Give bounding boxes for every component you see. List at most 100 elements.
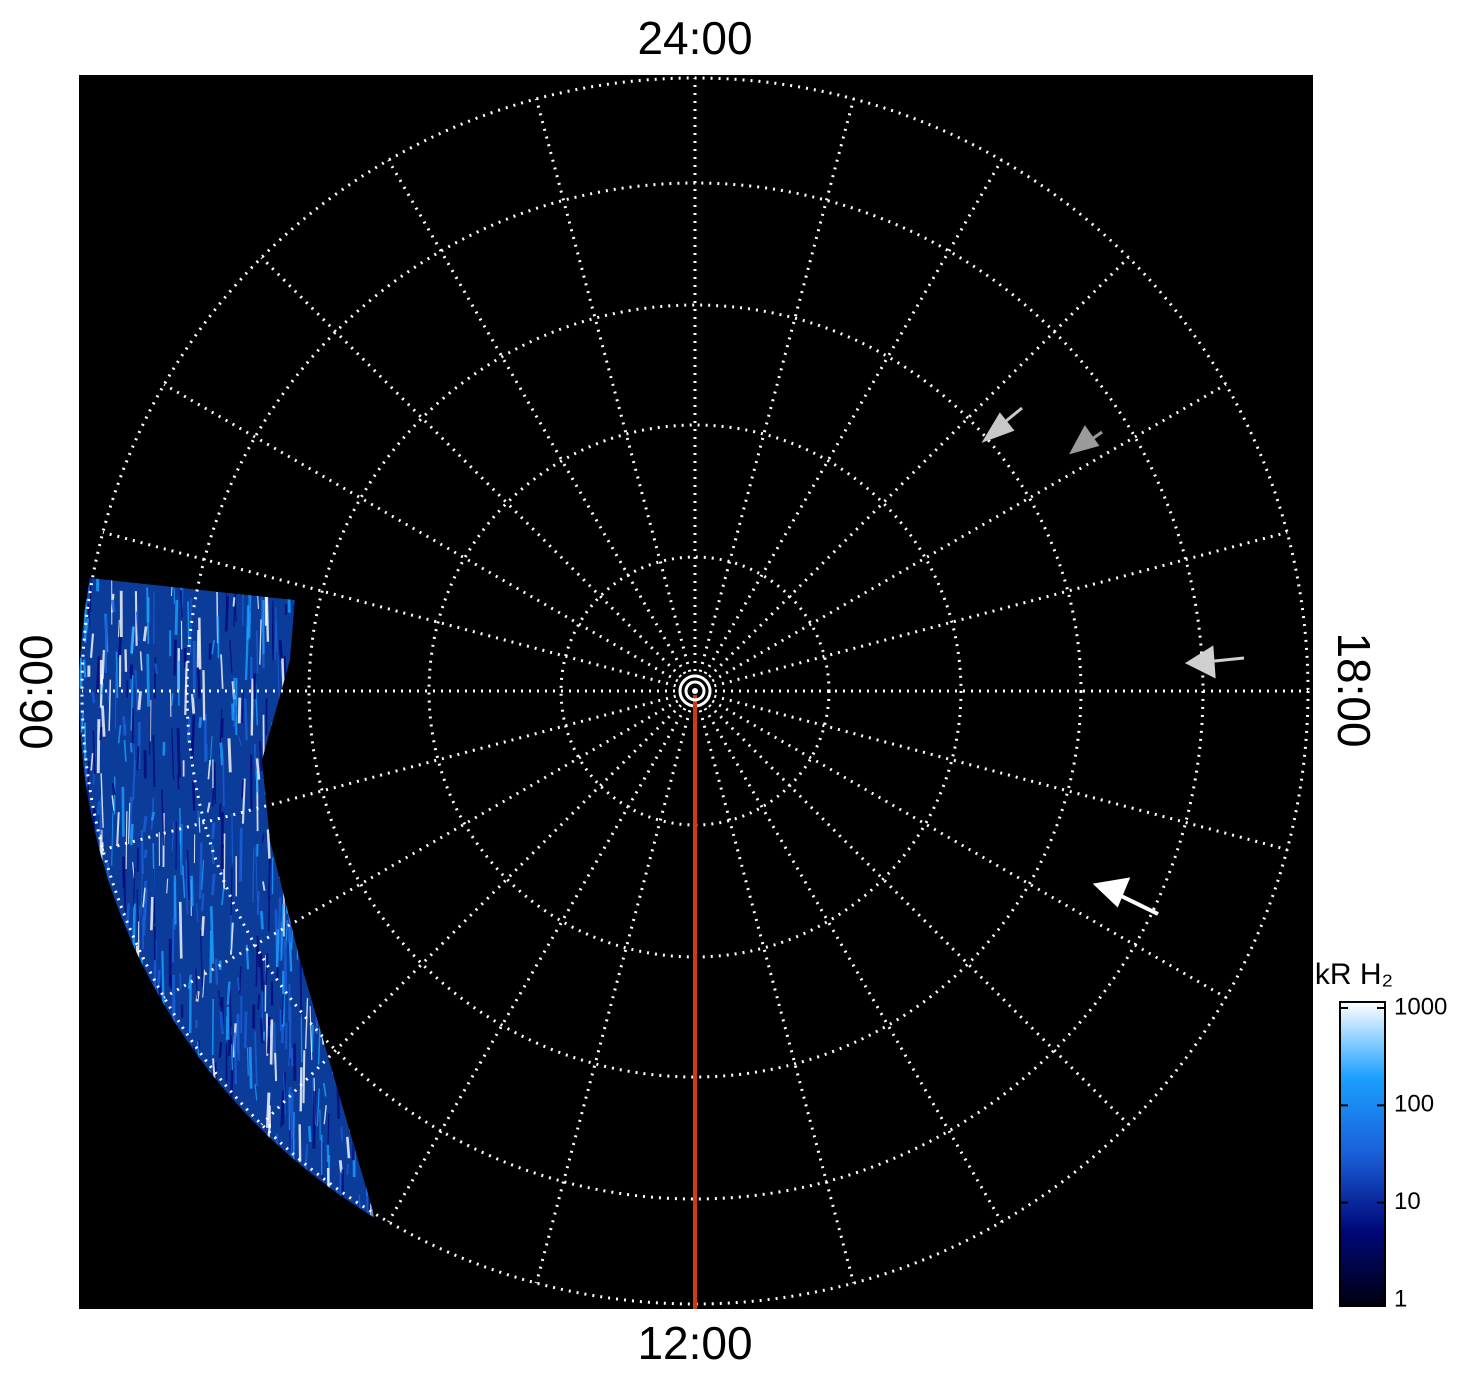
emission-streak: [226, 981, 231, 1005]
emission-streak: [250, 678, 254, 736]
emission-streak: [255, 846, 258, 902]
emission-streak: [198, 842, 203, 900]
emission-streak: [142, 887, 146, 908]
emission-streak: [115, 651, 119, 699]
emission-streak: [234, 603, 237, 623]
emission-streak: [161, 789, 165, 846]
emission-streak: [209, 931, 213, 984]
emission-streak: [211, 998, 214, 1056]
emission-streak: [260, 910, 264, 930]
emission-streak: [229, 922, 234, 955]
emission-streak: [338, 1160, 343, 1174]
colorbar-tick-label: 1: [1394, 1285, 1407, 1312]
colorbar-label: kR H₂: [1315, 958, 1393, 991]
emission-streak: [180, 823, 184, 874]
emission-streak: [198, 617, 202, 670]
colorbar-ticks: 1 10 100 1000: [1340, 993, 1447, 1312]
emission-streak: [130, 675, 134, 731]
emission-streak: [92, 730, 96, 775]
emission-streak: [256, 935, 260, 968]
emission-streak: [322, 1082, 327, 1097]
emission-streak: [171, 822, 175, 852]
emission-streak: [238, 736, 242, 746]
emission-streak: [230, 1044, 234, 1071]
meridian: [711, 383, 1227, 683]
emission-streak: [302, 1050, 306, 1104]
emission-streak: [136, 746, 140, 771]
meridian: [102, 530, 677, 688]
emission-streak: [186, 718, 191, 743]
emission-streak: [154, 663, 159, 675]
emission-streak: [210, 842, 215, 864]
pole-dot: [692, 688, 698, 694]
emission-streak: [140, 863, 144, 916]
emission-streak: [142, 626, 148, 642]
emission-streak: [202, 670, 206, 721]
emission-streak: [239, 828, 243, 882]
emission-streak: [179, 807, 182, 844]
emission-streak: [221, 887, 225, 906]
emission-streak: [174, 599, 179, 635]
emission-streak: [176, 728, 181, 778]
emission-streak: [309, 1006, 313, 1061]
emission-streak: [243, 1011, 248, 1048]
emission-streak: [129, 823, 134, 846]
emission-streak: [299, 961, 303, 1018]
meridian: [387, 159, 687, 675]
emission-streak: [316, 1088, 320, 1127]
emission-streak: [211, 639, 215, 655]
emission-streak: [129, 664, 134, 680]
emission-streak: [254, 1031, 258, 1087]
meridian: [163, 699, 679, 999]
emission-streak: [139, 651, 143, 671]
emission-streak: [280, 1091, 284, 1128]
emission-streak: [227, 738, 232, 773]
emission-streak: [198, 716, 203, 728]
emission-streak: [152, 868, 156, 925]
emission-streak: [142, 816, 148, 832]
emission-streak: [198, 817, 201, 833]
emission-streak: [210, 873, 216, 896]
emission-streak: [280, 903, 284, 961]
emission-streak: [218, 990, 221, 1008]
emission-streak: [190, 715, 196, 760]
emission-streak: [173, 639, 177, 676]
emission-streak: [166, 878, 169, 894]
emission-streak: [202, 969, 206, 998]
emission-streak: [304, 1144, 309, 1171]
emission-streak: [275, 606, 278, 653]
emission-streak: [200, 893, 205, 912]
emission-streak: [125, 811, 128, 870]
emission-streak: [181, 865, 186, 898]
emission-streak: [340, 1126, 344, 1141]
emission-streak: [150, 896, 154, 931]
emission-streak: [230, 867, 233, 916]
emission-streak: [267, 895, 271, 932]
emission-streak: [87, 578, 92, 604]
emission-streak: [190, 598, 192, 654]
emission-streak: [241, 778, 246, 824]
emission-streak: [100, 773, 104, 828]
direction-label: 12:00: [637, 1317, 752, 1369]
emission-streak: [143, 889, 148, 920]
direction-label: 18:00: [1328, 632, 1380, 747]
emission-streak: [99, 796, 103, 835]
emission-streak: [173, 875, 177, 925]
emission-streak: [123, 740, 127, 762]
emission-streak: [200, 860, 205, 890]
emission-streak: [259, 619, 262, 665]
emission-streak: [128, 802, 131, 844]
emission-streak: [299, 1067, 303, 1112]
emission-streak: [252, 848, 255, 904]
emission-streak: [206, 802, 211, 813]
emission-streak: [108, 679, 112, 731]
meridian: [708, 256, 1130, 678]
arrow: [1092, 877, 1159, 916]
emission-streak: [121, 786, 125, 837]
meridian: [260, 704, 682, 1126]
emission-streak: [256, 630, 259, 674]
arrow: [1068, 425, 1103, 455]
arrows: [981, 406, 1245, 916]
emission-streak: [85, 618, 90, 634]
emission-streak: [365, 1190, 370, 1218]
